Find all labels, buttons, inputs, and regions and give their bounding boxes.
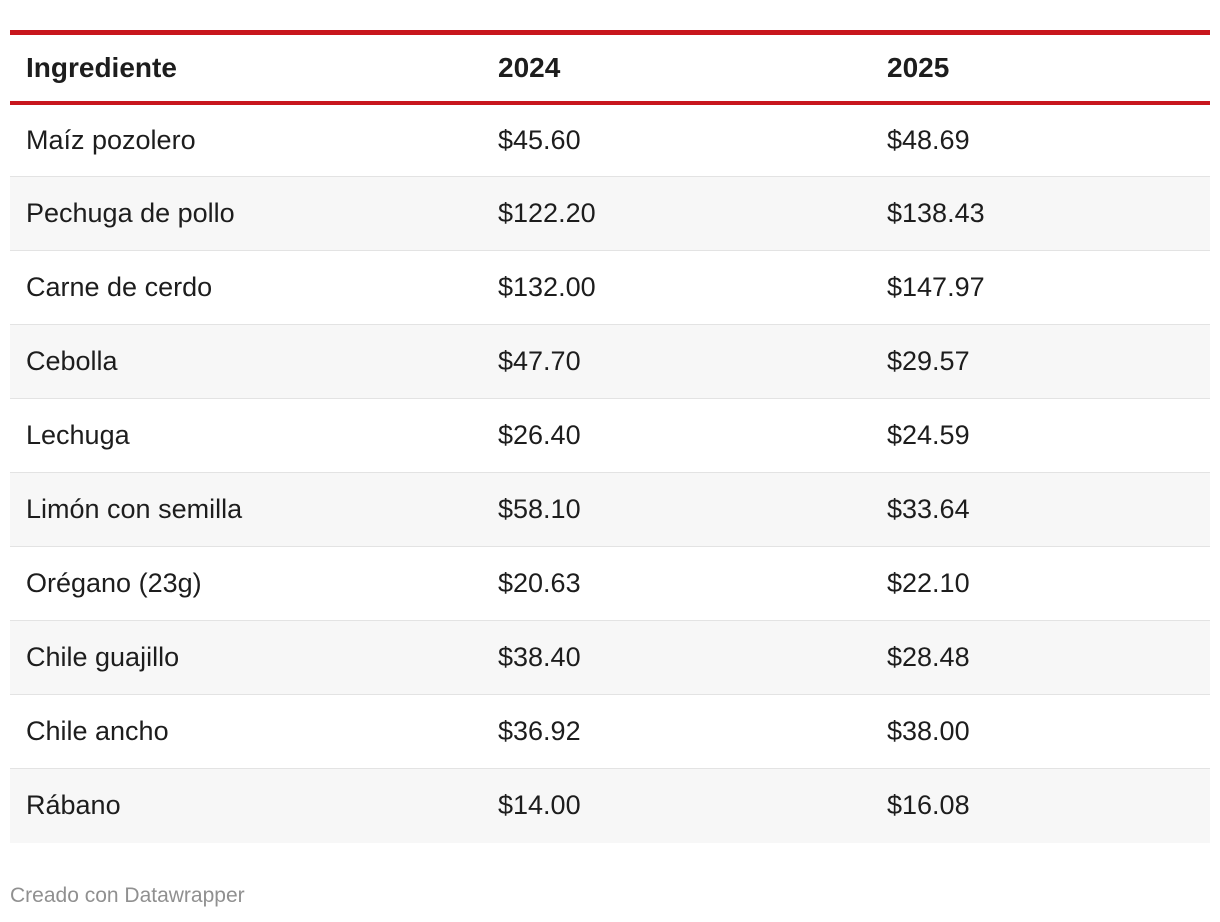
table-row: Cebolla $47.70 $29.57: [10, 324, 1210, 399]
cell-price-2024: $26.40: [498, 420, 581, 450]
cell-price-2025: $33.64: [887, 494, 970, 524]
table-row: Chile ancho $36.92 $38.00: [10, 695, 1210, 769]
table-row: Rábano $14.00 $16.08: [10, 768, 1210, 843]
header-2025[interactable]: 2025: [887, 51, 950, 83]
table-header: Ingrediente 2024 2025: [10, 32, 1210, 103]
price-table-container: Ingrediente 2024 2025 Maíz pozolero $45.6…: [10, 30, 1210, 843]
cell-price-2025: $29.57: [887, 346, 970, 376]
cell-ingrediente: Limón con semilla: [26, 494, 243, 524]
table-row: Carne de cerdo $132.00 $147.97: [10, 251, 1210, 325]
cell-price-2024: $47.70: [498, 346, 581, 376]
header-row: Ingrediente 2024 2025: [10, 32, 1210, 103]
cell-price-2024: $14.00: [498, 790, 581, 821]
header-ingrediente[interactable]: Ingrediente: [26, 51, 177, 83]
cell-price-2025: $147.97: [887, 272, 985, 302]
cell-price-2025: $16.08: [887, 790, 970, 821]
cell-price-2025: $38.00: [887, 716, 970, 746]
price-table: Ingrediente 2024 2025 Maíz pozolero $45.6…: [10, 30, 1210, 843]
table-row: Orégano (23g) $20.63 $22.10: [10, 547, 1210, 621]
cell-ingrediente: Lechuga: [26, 420, 130, 450]
cell-ingrediente: Chile ancho: [26, 716, 169, 746]
cell-price-2025: $24.59: [887, 420, 970, 450]
cell-price-2024: $38.40: [498, 642, 581, 672]
cell-price-2024: $20.63: [498, 568, 581, 598]
table-row: Pechuga de pollo $122.20 $138.43: [10, 176, 1210, 251]
header-2024[interactable]: 2024: [498, 51, 561, 83]
cell-price-2024: $58.10: [498, 494, 581, 524]
cell-price-2025: $28.48: [887, 642, 970, 672]
cell-ingrediente: Cebolla: [26, 346, 118, 376]
cell-ingrediente: Chile guajillo: [26, 642, 180, 672]
cell-ingrediente: Pechuga de pollo: [26, 198, 235, 228]
cell-price-2024: $122.20: [498, 198, 596, 228]
table-row: Chile guajillo $38.40 $28.48: [10, 620, 1210, 695]
table-row: Limón con semilla $58.10 $33.64: [10, 472, 1210, 547]
cell-price-2025: $138.43: [887, 198, 985, 228]
cell-ingrediente: Orégano (23g): [26, 568, 202, 598]
cell-price-2025: $22.10: [887, 568, 970, 598]
cell-ingrediente: Maíz pozolero: [26, 124, 196, 155]
cell-ingrediente: Carne de cerdo: [26, 272, 213, 302]
table-body: Maíz pozolero $45.60 $48.69 Pechuga de poll…: [10, 103, 1210, 843]
table-row: Maíz pozolero $45.60 $48.69: [10, 103, 1210, 177]
cell-price-2024: $36.92: [498, 716, 581, 746]
datawrapper-credit: Creado con Datawrapper: [10, 884, 245, 907]
cell-price-2025: $48.69: [887, 124, 970, 155]
cell-price-2024: $45.60: [498, 124, 581, 155]
table-row: Lechuga $26.40 $24.59: [10, 399, 1210, 473]
cell-ingrediente: Rábano: [26, 790, 121, 821]
cell-price-2024: $132.00: [498, 272, 596, 302]
